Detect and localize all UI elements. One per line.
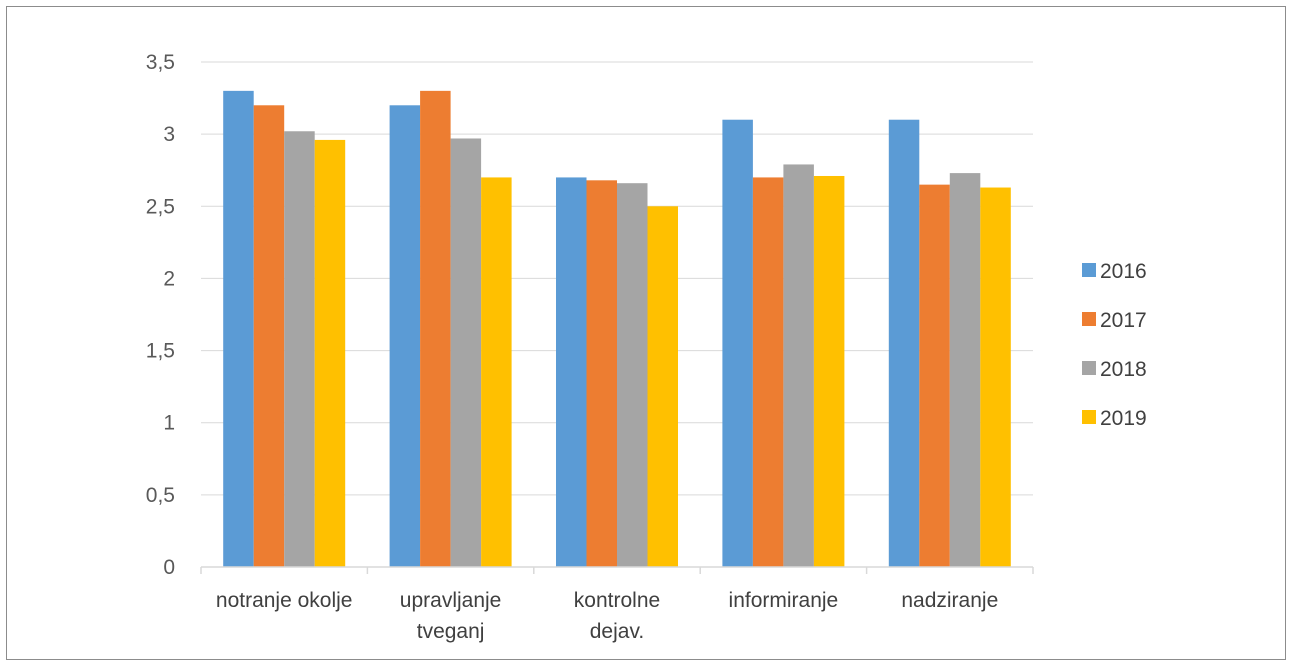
bar-2019 xyxy=(980,187,1011,567)
bar-2018 xyxy=(617,183,648,567)
bar-2016 xyxy=(223,90,254,567)
y-tick-label: 1,5 xyxy=(146,340,175,363)
bar-2018 xyxy=(450,138,482,567)
category-label: nadziranje xyxy=(901,589,998,612)
bars xyxy=(223,90,1011,568)
legend-swatch-2017 xyxy=(1082,312,1096,326)
bar-2019 xyxy=(481,177,512,567)
y-axis-ticks: 0 0,5 1 1,5 2 2,5 3 3,5 xyxy=(146,51,175,579)
y-tick-label: 3 xyxy=(163,123,175,146)
bar-2016 xyxy=(888,119,920,567)
bar-chart: 0 0,5 1 1,5 2 2,5 3 3,5 notranje okolje upravlja… xyxy=(146,51,1147,643)
category-label: upravljanje xyxy=(400,589,502,612)
y-tick-label: 1 xyxy=(163,412,175,435)
bar-2019 xyxy=(314,139,346,567)
legend-label-2017: 2017 xyxy=(1100,309,1147,332)
bar-2018 xyxy=(949,173,981,567)
legend-swatch-2019 xyxy=(1082,410,1096,424)
legend-swatch-2018 xyxy=(1082,361,1096,375)
category-label: notranje okolje xyxy=(216,589,353,612)
legend: 2016 2017 2018 2019 xyxy=(1082,260,1147,430)
bar-2017 xyxy=(752,177,784,567)
y-tick-label: 3,5 xyxy=(146,51,175,74)
legend-label-2019: 2019 xyxy=(1100,407,1147,430)
x-axis xyxy=(200,566,1034,574)
x-axis-labels: notranje okolje upravljanje tveganj kontrol… xyxy=(216,589,998,643)
category-label: dejav. xyxy=(590,620,644,643)
y-tick-label: 0 xyxy=(163,556,175,579)
y-tick-label: 2,5 xyxy=(146,195,175,218)
chart-frame: 0 0,5 1 1,5 2 2,5 3 3,5 notranje okolje upravlja… xyxy=(6,6,1286,660)
bar-2019 xyxy=(813,175,845,567)
category-label: kontrolne xyxy=(574,589,660,612)
category-label: tveganj xyxy=(417,620,485,643)
bar-2016 xyxy=(556,177,587,567)
bar-2017 xyxy=(919,184,950,567)
legend-swatch-2016 xyxy=(1082,263,1096,277)
bar-2017 xyxy=(420,90,451,567)
y-tick-label: 2 xyxy=(163,267,175,290)
y-tick-label: 0,5 xyxy=(146,484,175,507)
legend-label-2018: 2018 xyxy=(1100,358,1147,381)
bar-2016 xyxy=(722,119,753,567)
bar-2017 xyxy=(586,180,617,568)
category-label: informiranje xyxy=(729,589,839,612)
bar-2018 xyxy=(284,131,315,567)
bar-2019 xyxy=(647,206,678,568)
bar-2016 xyxy=(389,105,421,568)
legend-label-2016: 2016 xyxy=(1100,260,1147,283)
bar-2017 xyxy=(253,105,285,568)
bar-2018 xyxy=(783,164,814,567)
